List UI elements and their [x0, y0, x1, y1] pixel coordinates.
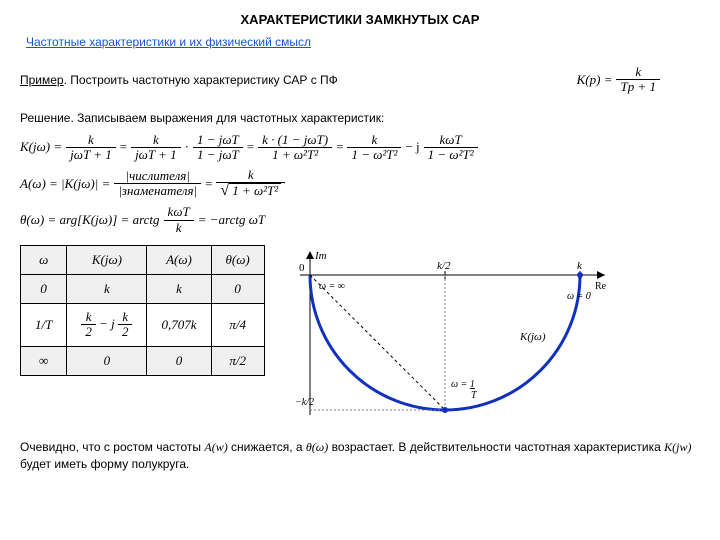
th-K: K(jω) [67, 246, 147, 275]
example-text: . Построить частотную характеристику САР… [64, 73, 338, 87]
eq3-lhs: θ(ω) = arg[K(jω)] = arctg [20, 212, 160, 228]
eq-theta: θ(ω) = arg[K(jω)] = arctg kωTk = −arctg … [20, 205, 700, 235]
svg-text:T: T [471, 390, 478, 401]
section-subtitle: Частотные характеристики и их физический… [26, 35, 700, 49]
eq1-lhs: K(jω) = [20, 139, 62, 155]
axis-label-im: Im [314, 250, 327, 262]
label-omega-0: ω = 0 [567, 291, 591, 302]
tick-k: k [577, 260, 583, 272]
eq3-rhs: = −arctg ωT [198, 212, 265, 228]
axis-label-re: Re [595, 281, 607, 292]
nyquist-chart: Im Re 0 k/2 k ω = ∞ ω = 0 K(jω) ω = 1 T … [295, 245, 700, 423]
table-row: 1/T k2 − j k2 0,707k π/4 [21, 304, 265, 347]
table-row: 0kk0 [21, 275, 265, 304]
eq-A: A(ω) = |K(jω)| = |числителя||знаменателя… [20, 168, 700, 199]
conclusion-text: Очевидно, что с ростом частоты A(w) сниж… [20, 439, 700, 473]
tf-den: Tp + 1 [616, 80, 660, 94]
example-label: Пример [20, 73, 64, 87]
th-A: A(ω) [147, 246, 211, 275]
eq2-lhs: A(ω) = |K(jω)| = [20, 176, 110, 192]
label-omega-inf: ω = ∞ [319, 281, 345, 292]
origin-label: 0 [299, 262, 305, 274]
transfer-function: K(p) = kTp + 1 [577, 65, 660, 95]
th-omega: ω [21, 246, 67, 275]
th-theta: θ(ω) [211, 246, 264, 275]
chart-svg: Im Re 0 k/2 k ω = ∞ ω = 0 K(jω) ω = 1 T … [295, 245, 615, 420]
eq-K: K(jω) = kjωT + 1 = kjωT + 1 · 1 − jωT1 −… [20, 133, 700, 163]
tf-num: k [616, 65, 660, 80]
table-row: ∞00 π/2 [21, 346, 265, 375]
formulas: K(jω) = kjωT + 1 = kjωT + 1 · 1 − jωT1 −… [20, 133, 700, 235]
label-omega-1T: ω = 1 [451, 379, 475, 390]
example-row: Пример. Построить частотную характеристи… [20, 59, 700, 101]
values-table: ω K(jω) A(ω) θ(ω) 0kk0 1/T k2 − j k2 0,7… [20, 245, 265, 376]
tick-k2: k/2 [437, 260, 451, 272]
label-neg-k2: −k/2 [295, 397, 314, 408]
page-title: ХАРАКТЕРИСТИКИ ЗАМКНУТЫХ САР [20, 12, 700, 27]
solution-label: Решение. Записываем выражения для частот… [20, 111, 700, 125]
label-Kjw: K(jω) [519, 331, 546, 343]
tf-lhs: K(p) = [577, 72, 613, 88]
